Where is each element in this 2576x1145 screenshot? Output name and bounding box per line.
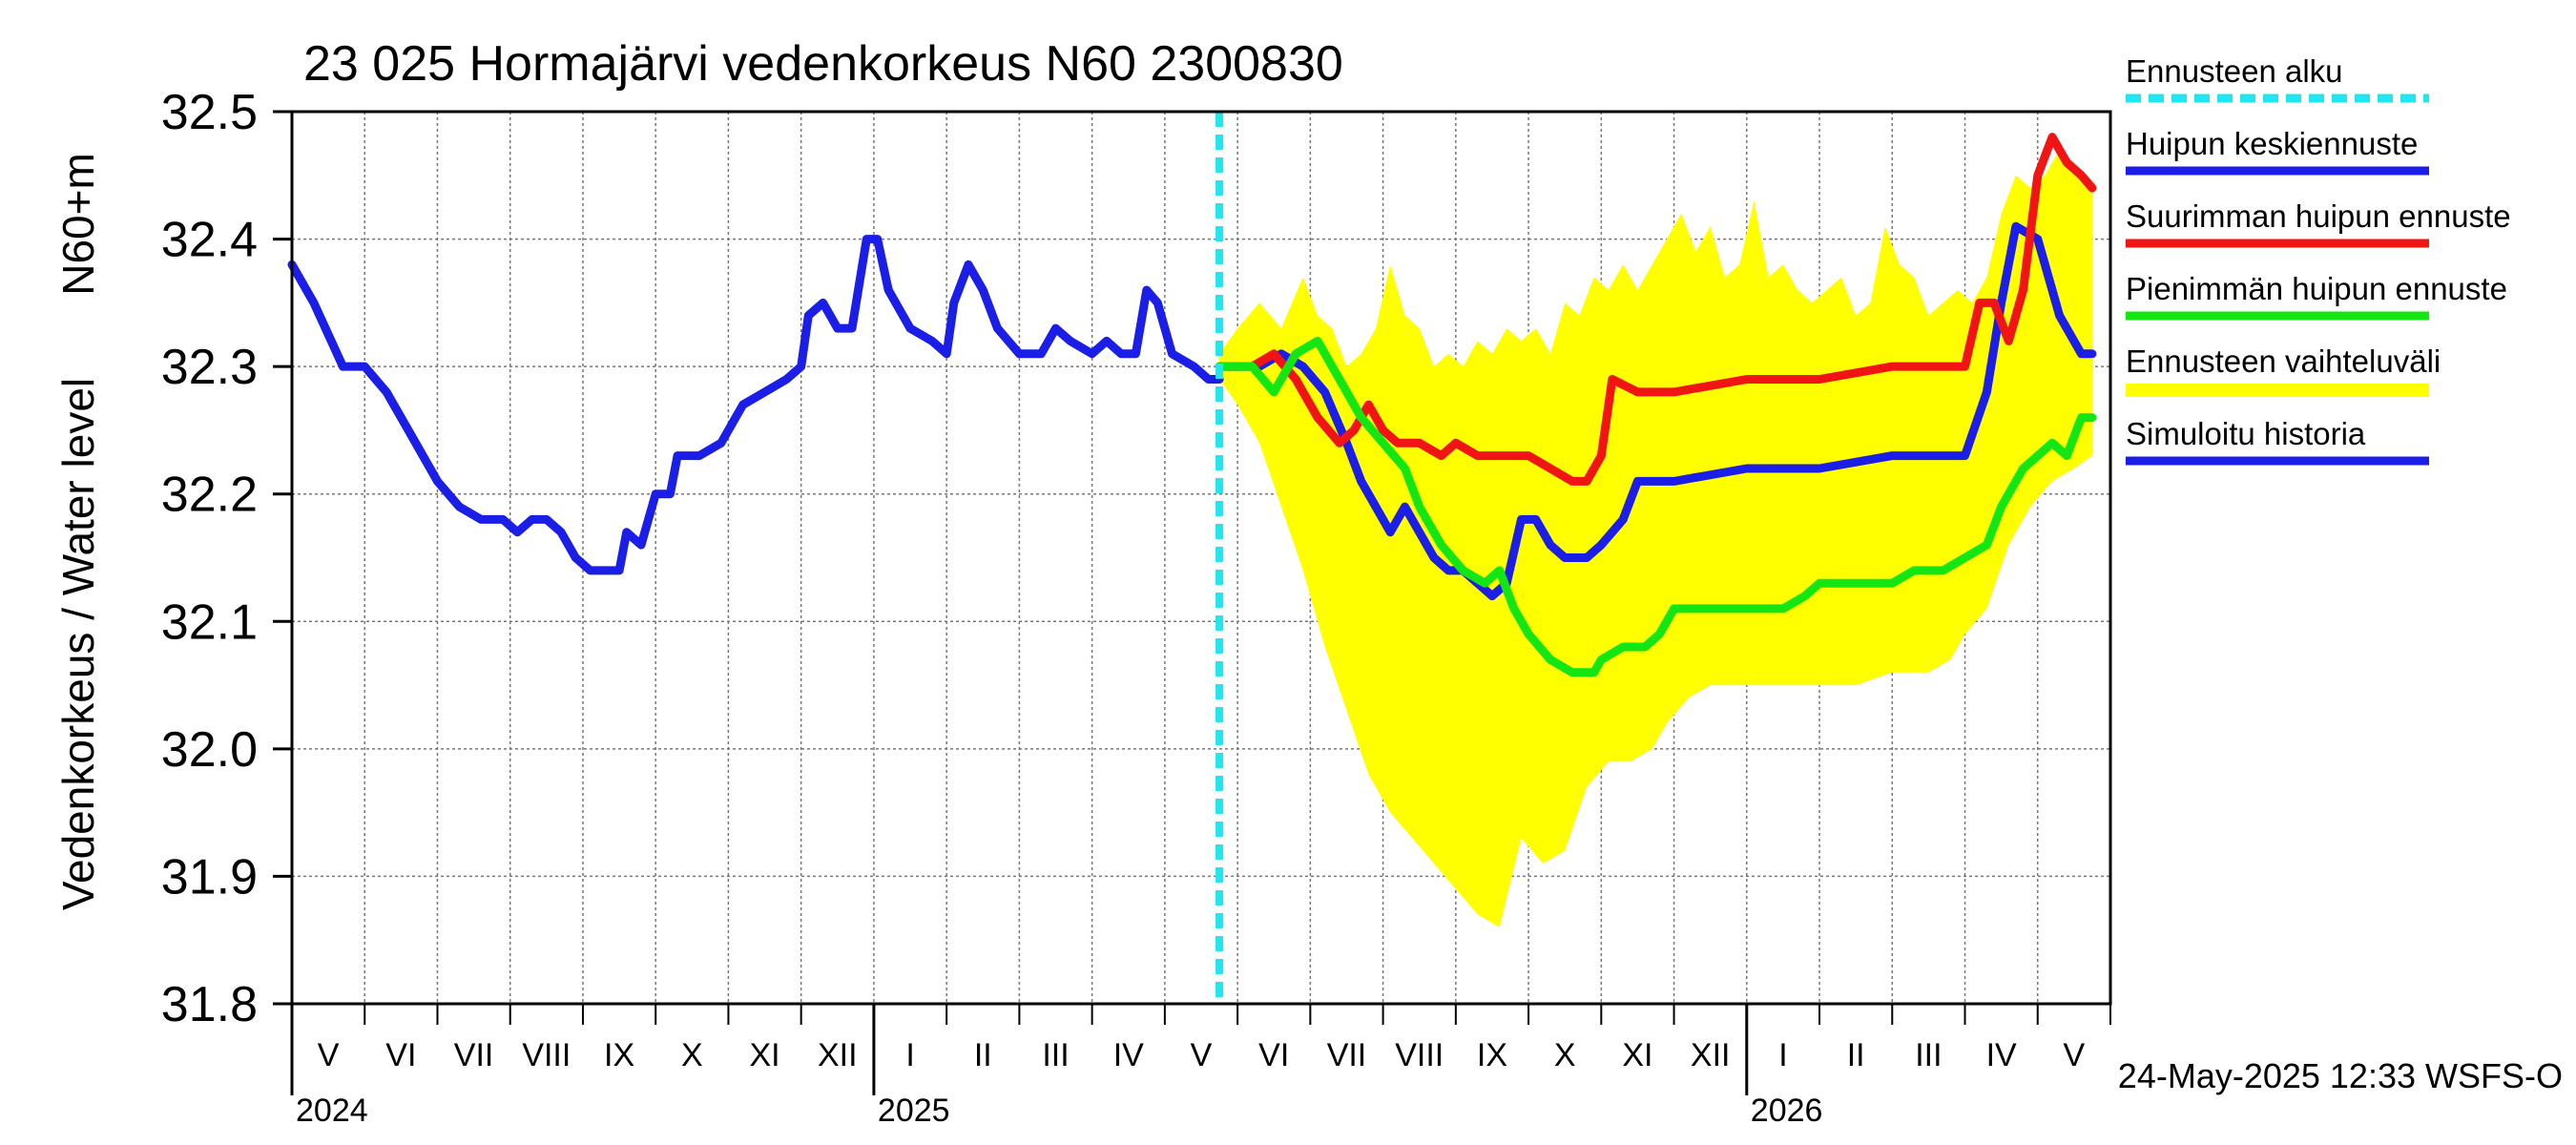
plot-frame: [290, 110, 2112, 1006]
month-label: XI: [1622, 1037, 1652, 1073]
month-label: V: [2064, 1037, 2086, 1073]
month-label: II: [974, 1037, 992, 1073]
month-label: III: [1042, 1037, 1069, 1073]
y-tick-label: 32.1: [161, 594, 258, 650]
chart-title: 23 025 Hormajärvi vedenkorkeus N60 23008…: [303, 36, 1343, 92]
month-label: IX: [1477, 1037, 1507, 1073]
y-tick-label: 31.9: [161, 849, 258, 905]
month-label: VII: [454, 1037, 494, 1073]
month-label: IV: [1986, 1037, 2017, 1073]
y-tick-label: 32.4: [161, 213, 258, 268]
month-label: V: [1191, 1037, 1213, 1073]
legend-label: Pienimmän huipun ennuste: [2126, 271, 2507, 306]
y-axis-unit-label: N60+m: [53, 153, 103, 296]
series-line-mean_peak: [1215, 221, 2097, 601]
legend-label: Suurimman huipun ennuste: [2126, 198, 2511, 234]
year-label: 2024: [296, 1093, 368, 1129]
month-label: X: [1554, 1037, 1576, 1073]
legend-label: Simuloitu historia: [2126, 416, 2366, 451]
series-line-history: [287, 235, 1224, 575]
month-label: XI: [749, 1037, 779, 1073]
data-series: [287, 133, 2097, 677]
legend-swatch: [2126, 384, 2429, 397]
legend: Ennusteen alku Huipun keskiennuste Suurimm…: [2126, 53, 2511, 466]
y-axis-ticks: 31.8 31.9 32.0 32.1 32.2 32.3 32.4 32.5: [161, 85, 292, 1032]
series-line-min_peak: [1215, 336, 2097, 677]
y-tick-label: 32.3: [161, 340, 258, 395]
y-tick-label: 32.0: [161, 722, 258, 778]
y-axis-label: Vedenkorkeus / Water level: [53, 378, 103, 910]
y-tick-label: 32.2: [161, 468, 258, 523]
month-label: I: [905, 1037, 914, 1073]
month-label: II: [1847, 1037, 1865, 1073]
month-label: V: [318, 1037, 340, 1073]
y-tick-label: 32.5: [161, 85, 258, 140]
forecast-range-band: [1219, 150, 2092, 927]
series-line-max_peak: [1215, 133, 2097, 486]
month-label: XII: [818, 1037, 858, 1073]
legend-label: Ennusteen vaihteluväli: [2126, 344, 2441, 379]
month-label: X: [681, 1037, 703, 1073]
footer-timestamp: 24-May-2025 12:33 WSFS-O: [2118, 1056, 2563, 1095]
month-label: VII: [1327, 1037, 1367, 1073]
month-label: IV: [1113, 1037, 1144, 1073]
month-label: IX: [604, 1037, 634, 1073]
legend-label: Ennusteen alku: [2126, 53, 2343, 89]
month-label: I: [1778, 1037, 1787, 1073]
year-label: 2025: [878, 1093, 950, 1129]
month-label: III: [1915, 1037, 1942, 1073]
legend-label: Huipun keskiennuste: [2126, 126, 2418, 161]
year-label: 2026: [1751, 1093, 1823, 1129]
x-axis: V VI VII VIII IX X XI XII I II III IV V VI VII VIII IX X X…: [290, 1004, 2111, 1129]
month-label: XII: [1691, 1037, 1731, 1073]
y-tick-label: 31.8: [161, 977, 258, 1032]
month-label: VIII: [1395, 1037, 1444, 1073]
month-label: VIII: [522, 1037, 571, 1073]
month-label: VI: [385, 1037, 416, 1073]
month-label: VI: [1258, 1037, 1289, 1073]
